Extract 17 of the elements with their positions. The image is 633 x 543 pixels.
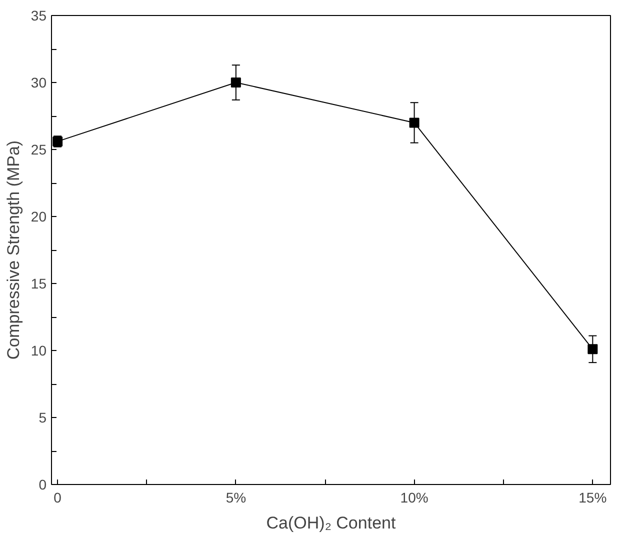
x-axis-title: Ca(OH)₂ Content [266,514,396,532]
y-tick-label: 20 [30,208,47,224]
y-tick-label: 5 [38,410,47,426]
point [588,344,598,354]
x-tick-label: 5% [226,490,246,506]
y-tick-label: 30 [30,74,47,90]
y-axis-title: Compressive Strength (MPa) [4,140,23,360]
x-tick-label: 10% [400,490,428,506]
point [409,118,420,128]
x-tick-label: 0 [54,490,62,506]
y-tick-label: 25 [30,142,47,158]
x-tick-label: 15% [578,490,607,506]
point [230,78,241,88]
y-tick-label: 0 [38,476,47,492]
y-tick-label: 15 [30,276,47,292]
y-tick-label: 10 [30,342,47,358]
y-tick-label: 35 [30,8,47,24]
